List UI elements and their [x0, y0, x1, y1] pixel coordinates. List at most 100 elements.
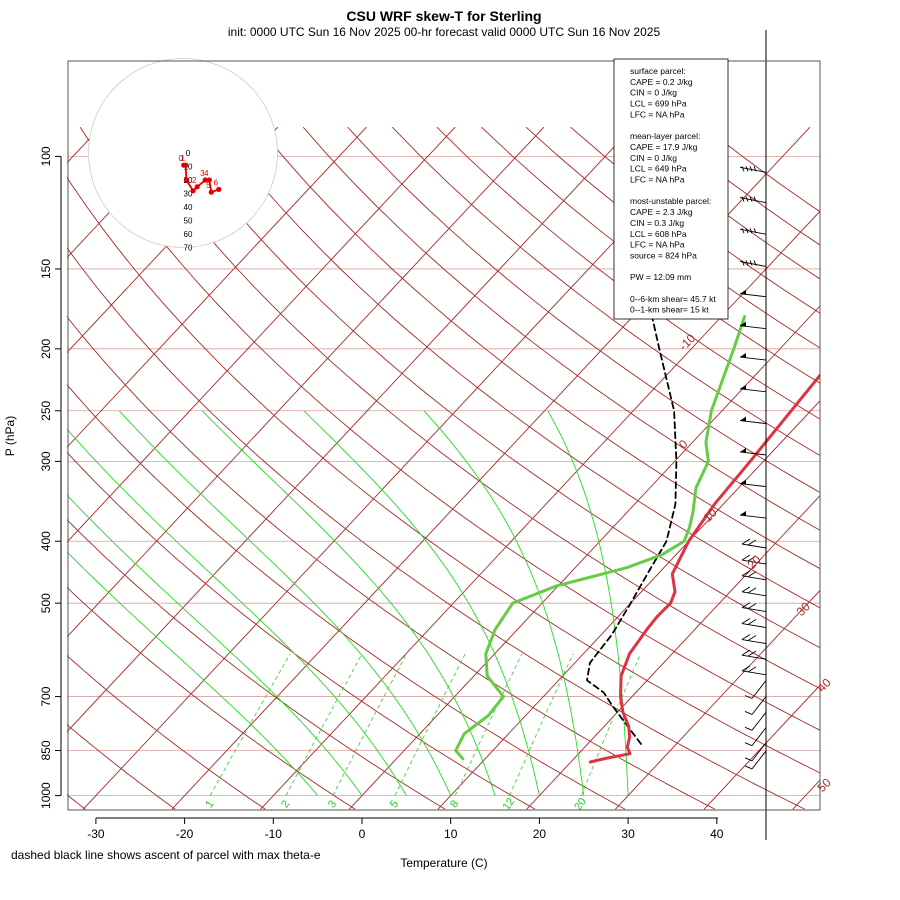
hodograph-point-label: 5 — [206, 181, 211, 190]
parcel-info-line: surface parcel: — [630, 66, 686, 76]
hodograph-point — [190, 188, 196, 194]
wind-barb-feather — [741, 649, 751, 656]
mixing-ratio-line — [332, 653, 407, 796]
isotherm-line — [67, 126, 545, 638]
parcel-info-line: PW = 12.09 mm — [630, 272, 691, 282]
wind-barb-feather — [741, 665, 751, 672]
parcel-info-line: LFC = NA hPa — [630, 240, 685, 250]
wind-barb-feather — [753, 260, 757, 266]
wind-barb-feather — [747, 619, 757, 625]
wind-barb-feather — [747, 555, 757, 562]
mixing-ratio-line — [394, 653, 466, 796]
footnote: dashed black line shows ascent of parcel… — [11, 848, 321, 862]
wind-barb-feather — [753, 228, 757, 234]
mixing-ratio-line — [209, 653, 291, 796]
isotherm-line — [792, 779, 820, 810]
x-tick-label: 0 — [359, 827, 366, 841]
dry-adiabat — [213, 126, 820, 609]
wind-barb-feather — [741, 618, 751, 624]
dry-adiabat — [347, 126, 820, 494]
isotherm-label: 40 — [814, 675, 834, 695]
parcel-info-line: CIN = 0 J/kg — [630, 153, 677, 163]
wind-barb — [739, 416, 767, 425]
wind-barb-shaft — [741, 559, 767, 565]
wind-barb-feather — [741, 554, 751, 561]
isotherm-label: -10 — [676, 331, 698, 353]
wind-barb-shaft — [751, 750, 767, 770]
hodograph-point-label: 4 — [204, 169, 209, 178]
chart-subtitle: init: 0000 UTC Sun 16 Nov 2025 00-hr for… — [228, 25, 661, 39]
wind-barb-feather — [745, 166, 749, 172]
hodograph-ring — [88, 58, 278, 248]
mixing-ratio-label: 1 — [203, 798, 216, 810]
wind-barb — [741, 538, 767, 549]
x-tick-label: -10 — [265, 827, 283, 841]
x-tick-label: -20 — [176, 827, 194, 841]
wind-barb-shaft — [751, 727, 767, 746]
wind-barb-feather — [747, 587, 757, 594]
mixing-ratio-line — [454, 653, 523, 796]
y-tick-label: 300 — [39, 451, 53, 471]
wind-barb — [744, 742, 767, 762]
parcel-info-box: surface parcel:CAPE = 0.2 J/kg CIN = 0 J/… — [613, 58, 729, 320]
wind-barb-shaft — [739, 197, 767, 204]
hodograph-point — [183, 177, 189, 183]
wind-barb-feather — [747, 603, 757, 609]
dry-adiabat — [302, 126, 820, 531]
parcel-info-line: most-unstable parcel: — [630, 196, 711, 206]
wind-barb-shaft — [741, 670, 767, 676]
parcel-info-line: 0--6-km shear= 45.7 kt — [630, 294, 716, 304]
isotherm-label: 50 — [814, 775, 834, 795]
wind-barb-pennant — [740, 321, 746, 327]
moist-adiabat — [547, 410, 629, 796]
y-tick-label: 200 — [39, 338, 53, 358]
wind-barb-shaft — [741, 607, 767, 613]
wind-barb-shaft — [751, 696, 767, 715]
wind-barb-pennant — [740, 353, 746, 359]
wind-barb — [739, 511, 767, 519]
wind-barb-shaft — [751, 680, 767, 699]
isotherm-line — [260, 210, 820, 810]
wind-barb — [741, 649, 767, 660]
dry-adiabat — [258, 126, 820, 570]
wind-barb — [739, 289, 767, 298]
isotherm-line — [67, 126, 190, 259]
parcel-info-line: CAPE = 2.3 J/kg — [630, 207, 693, 217]
hodograph-point — [194, 184, 200, 190]
y-tick-label: 1000 — [39, 782, 53, 809]
wind-barb-feather — [744, 711, 753, 715]
y-tick-label: 150 — [39, 259, 53, 279]
parcel-info-line: CAPE = 0.2 J/kg — [630, 77, 693, 87]
parcel-info-line: LCL = 699 hPa — [630, 99, 687, 109]
wind-barb-feather — [744, 757, 753, 762]
wind-barb-shaft — [741, 591, 767, 597]
isotherm-line — [703, 684, 820, 810]
wind-barb — [739, 447, 767, 456]
x-tick-label: 30 — [621, 827, 635, 841]
isotherm-line — [615, 589, 820, 810]
dewpoint-line — [454, 315, 747, 761]
x-tick-label: -30 — [87, 827, 105, 841]
wind-barb — [739, 228, 767, 235]
wind-barb-feather — [745, 228, 749, 234]
isotherm-label: 20 — [744, 552, 764, 572]
mixing-ratio-label: 3 — [326, 798, 339, 810]
mixing-ratio-label: 2 — [279, 798, 292, 810]
wind-barb-feather — [747, 571, 757, 578]
wind-barb-feather — [741, 228, 745, 234]
moist-adiabat — [67, 551, 318, 796]
wind-barb-pennant — [740, 384, 746, 390]
x-tick-label: 20 — [533, 827, 547, 841]
wind-barb-feather — [741, 586, 751, 593]
hodograph-point-label: 3 — [200, 169, 205, 178]
isotherm-line — [882, 127, 900, 809]
hodograph: 0102030405060700123456 — [88, 58, 278, 253]
y-tick-label: 850 — [39, 740, 53, 760]
dry-adiabat — [436, 126, 820, 420]
skew-grid-line — [67, 126, 633, 733]
dry-adiabat — [169, 126, 820, 649]
wind-barb-pennant — [740, 447, 746, 453]
wind-barb — [741, 602, 767, 613]
wind-barb-shaft — [741, 623, 767, 628]
